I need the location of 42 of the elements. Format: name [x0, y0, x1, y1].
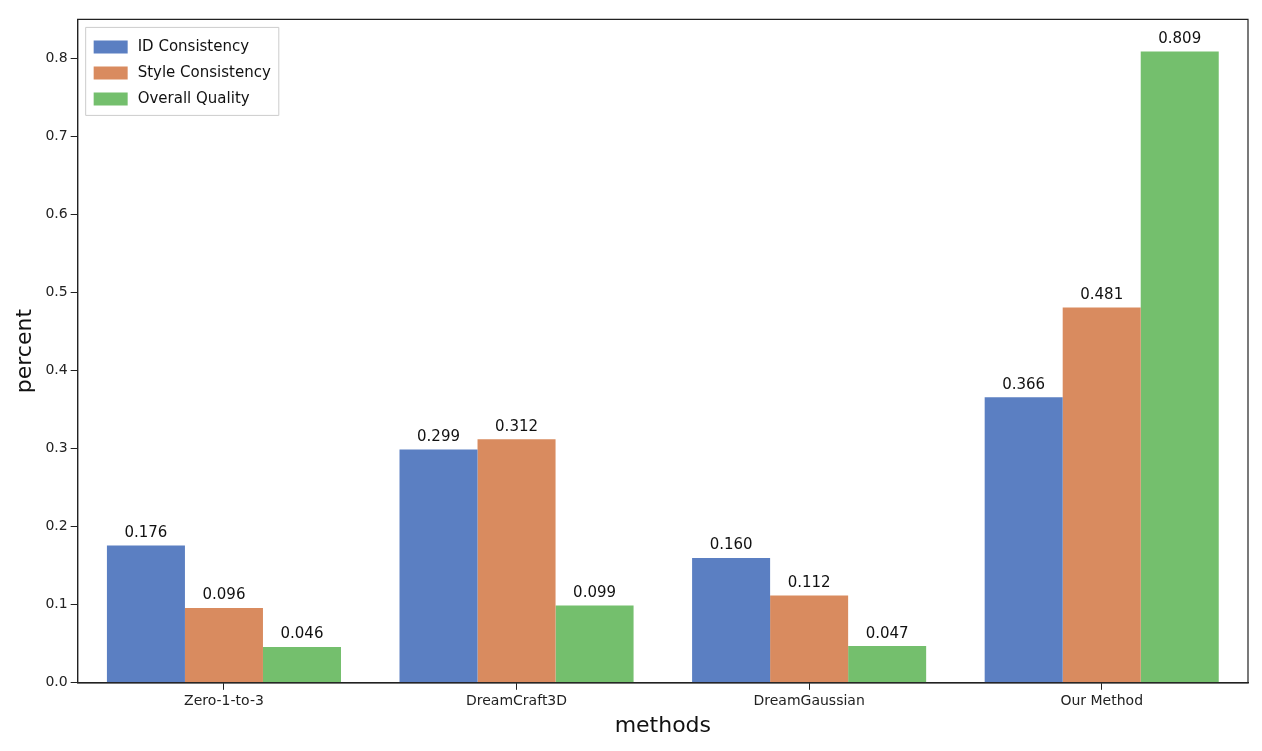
bar	[262, 646, 341, 683]
y-tick-label: 0.5	[45, 283, 68, 300]
y-tick-label: 0.3	[45, 439, 68, 456]
legend-label: Style Consistency	[137, 63, 271, 82]
bar	[984, 397, 1063, 683]
legend-label: Overall Quality	[137, 89, 250, 108]
y-tick-label: 0.4	[45, 361, 68, 378]
data-label: 0.112	[787, 572, 831, 591]
bar	[399, 449, 478, 683]
y-tick-label: 0.6	[45, 205, 68, 222]
y-tick-label: 0.0	[45, 673, 68, 690]
y-tick-label: 0.7	[45, 127, 68, 144]
bar	[106, 545, 185, 683]
bar	[848, 646, 927, 683]
legend-label: ID Consistency	[137, 37, 250, 56]
data-label: 0.099	[573, 582, 617, 601]
data-label: 0.312	[495, 416, 539, 435]
data-label: 0.299	[417, 426, 460, 445]
bar	[692, 557, 771, 683]
data-label: 0.366	[1002, 374, 1046, 393]
y-tick-label: 0.2	[45, 517, 68, 534]
data-label: 0.047	[865, 623, 909, 642]
x-tick-label: DreamCraft3D	[466, 691, 568, 708]
bar	[477, 439, 556, 683]
y-axis-title: percent	[10, 308, 36, 394]
bar	[184, 607, 263, 683]
data-label: 0.481	[1080, 284, 1124, 303]
x-tick-label: DreamGaussian	[753, 691, 865, 708]
x-axis-title: methods	[614, 711, 712, 737]
data-label: 0.176	[124, 522, 168, 541]
data-label: 0.046	[280, 624, 324, 643]
bar	[1140, 51, 1219, 683]
x-tick-label: Zero-1-to-3	[184, 691, 264, 708]
data-label: 0.160	[709, 535, 753, 554]
y-tick-label: 0.1	[45, 595, 68, 612]
y-tick-label: 0.8	[45, 49, 68, 66]
bar	[770, 595, 849, 683]
bar	[1062, 307, 1141, 683]
data-label: 0.096	[202, 585, 246, 604]
x-tick-label: Our Method	[1060, 691, 1144, 708]
data-label: 0.809	[1158, 28, 1202, 47]
bar	[555, 605, 634, 683]
